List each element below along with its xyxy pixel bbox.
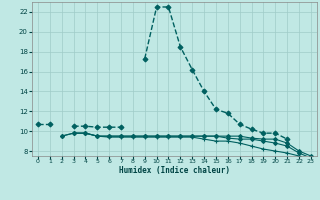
X-axis label: Humidex (Indice chaleur): Humidex (Indice chaleur) [119,166,230,175]
